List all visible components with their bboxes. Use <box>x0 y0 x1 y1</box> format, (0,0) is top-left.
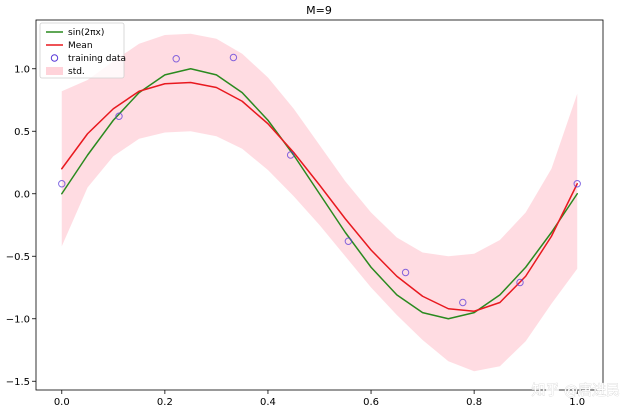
legend-label: std. <box>68 67 85 77</box>
y-tick-label: 0.5 <box>14 127 30 138</box>
watermark-text: 知乎 @唐进民 <box>532 382 620 399</box>
training-data-point <box>286 151 295 159</box>
plot-area <box>35 19 604 391</box>
x-tick-label: 0.2 <box>157 397 173 408</box>
legend-swatch-patch <box>46 67 63 75</box>
x-tick-label: 0.4 <box>260 397 276 408</box>
sine-line <box>61 68 578 320</box>
x-tick-label: 0.0 <box>54 397 70 408</box>
training-data-point <box>516 278 524 287</box>
mean-line <box>61 81 578 312</box>
training-data-point <box>172 55 180 63</box>
y-tick-label: −0.5 <box>6 252 30 263</box>
training-data-point <box>229 53 238 62</box>
x-tick-label: 1.0 <box>569 397 585 408</box>
training-data-point <box>459 298 467 307</box>
legend-box <box>39 22 125 79</box>
legend-label: sin(2πx) <box>68 28 104 38</box>
y-tick-label: 0.0 <box>14 189 30 200</box>
legend-label: Mean <box>68 41 93 51</box>
training-data-point <box>58 180 66 188</box>
x-tick-label: 0.6 <box>363 397 379 408</box>
y-axis: −1.5 −1.0 −0.5 0.0 0.5 1.0 <box>6 64 36 388</box>
std-band-layer <box>61 33 578 372</box>
legend-label: training data <box>68 54 126 64</box>
x-tick-label: 0.8 <box>466 397 482 408</box>
y-tick-label: 1.0 <box>14 64 30 75</box>
y-tick-label: −1.0 <box>6 314 30 325</box>
plot-frame <box>35 19 604 391</box>
y-tick-label: −1.5 <box>6 377 30 388</box>
legend: sin(2πx) Mean training data std. <box>39 22 126 79</box>
line-layer <box>61 68 578 320</box>
legend-swatch-marker <box>50 54 59 62</box>
training-data-point <box>115 112 123 120</box>
x-axis: 0.0 0.2 0.4 0.6 0.8 1.0 <box>54 390 585 408</box>
training-data-point <box>573 180 581 188</box>
training-data-point <box>344 237 353 245</box>
training-data-markers <box>58 53 581 307</box>
chart-title: M=9 <box>306 4 332 17</box>
std-band <box>61 33 578 372</box>
training-data-point <box>401 268 410 277</box>
